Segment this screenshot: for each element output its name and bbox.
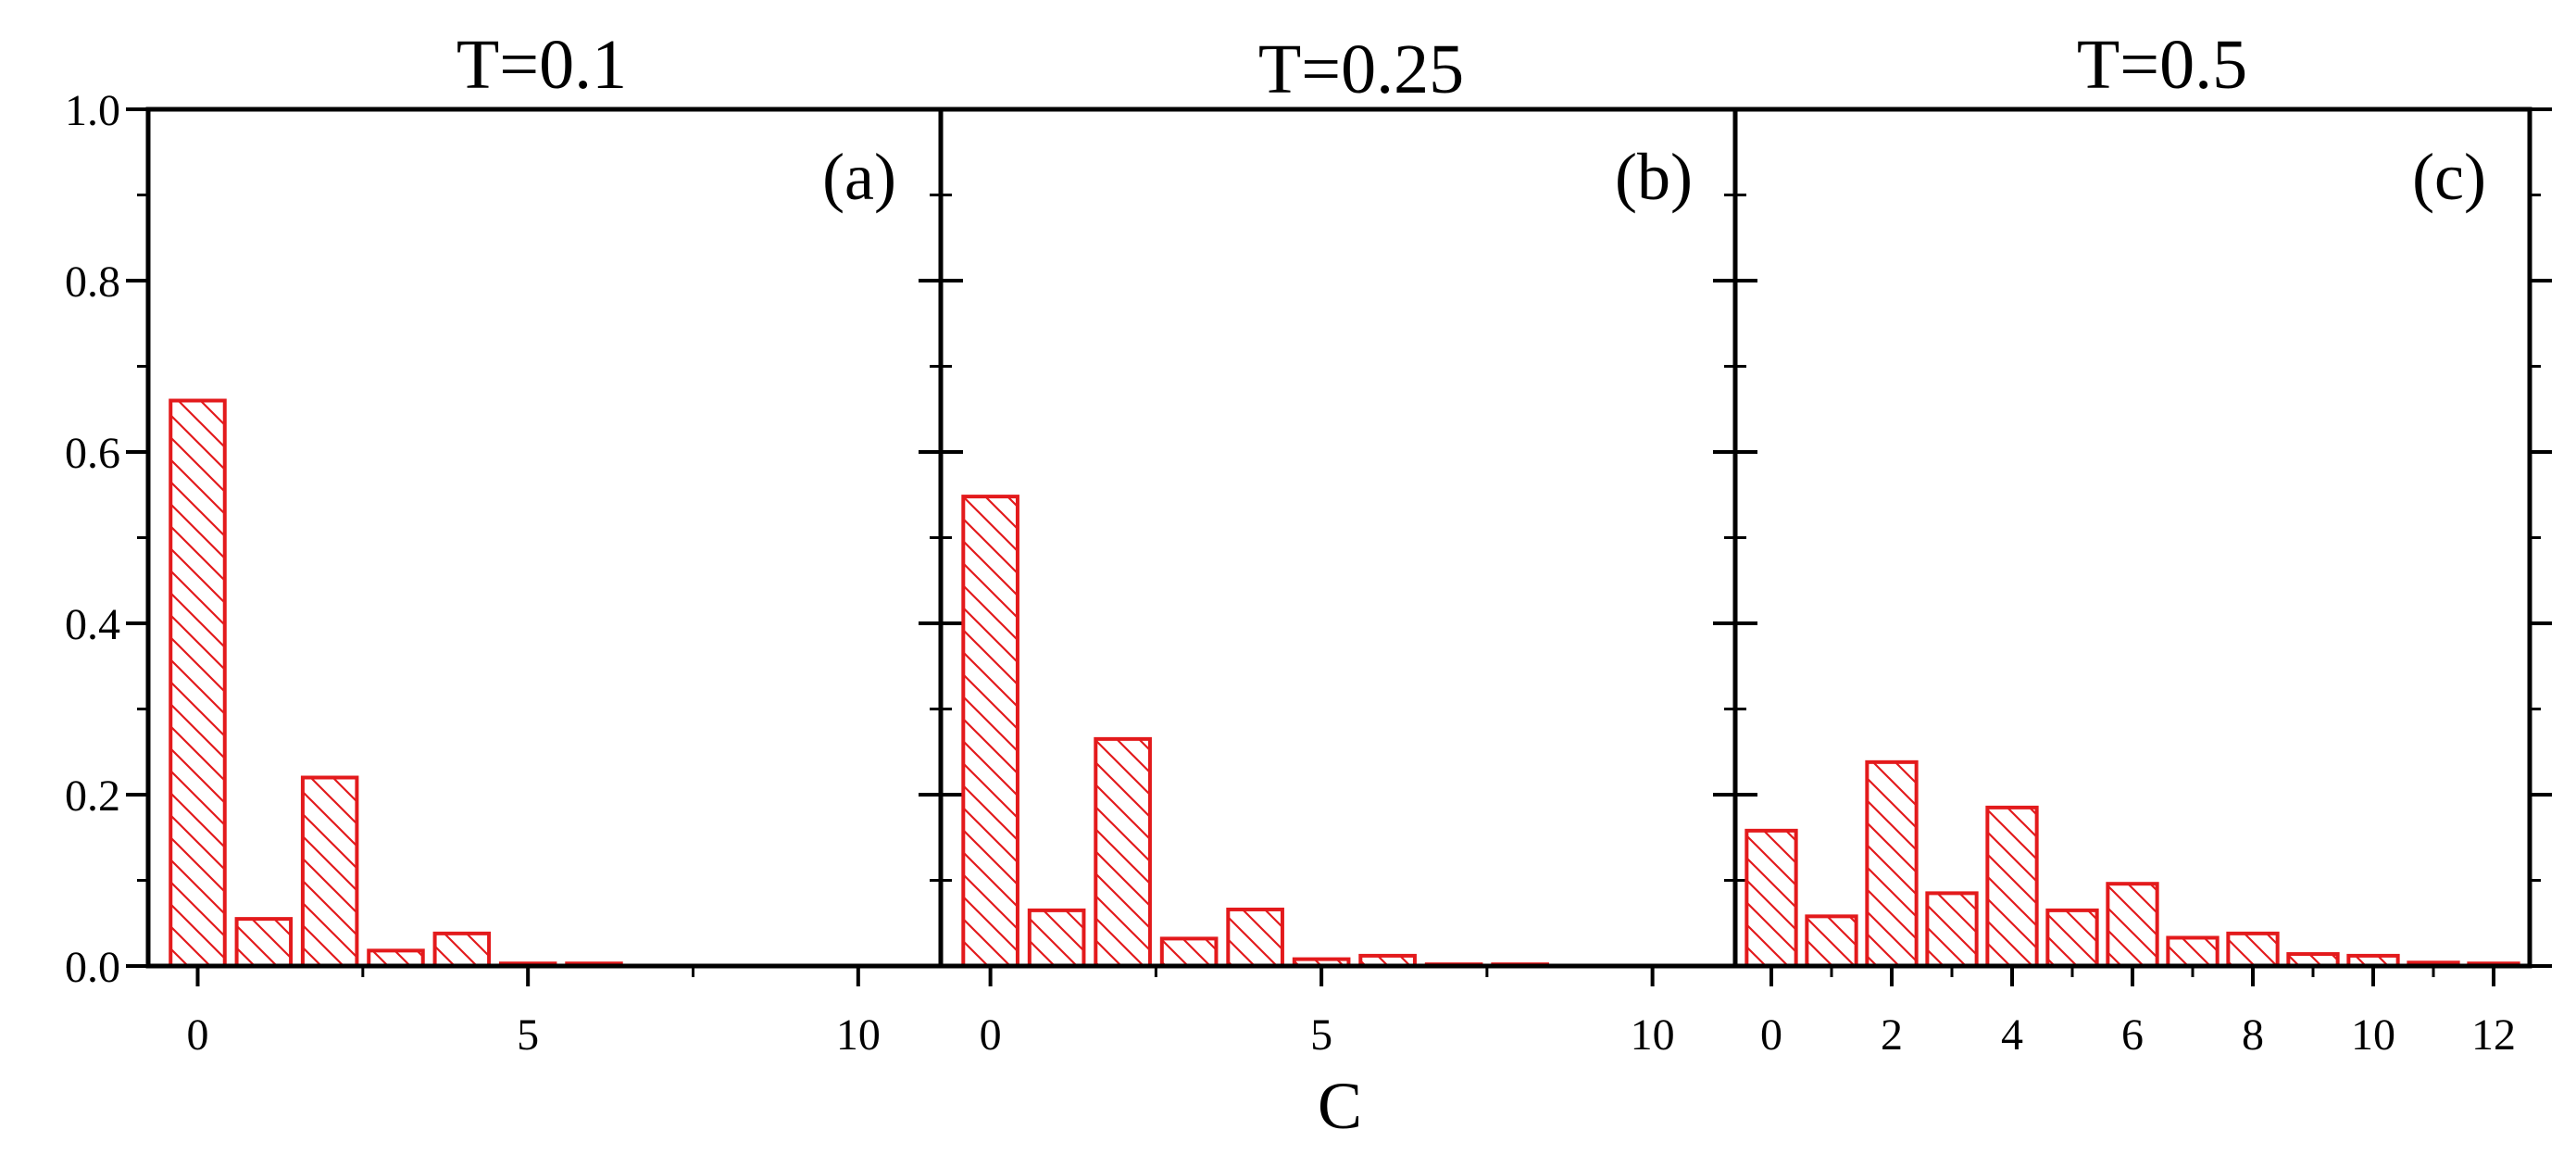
bar-c6 [2106,882,2159,969]
bar-c0 [169,398,227,968]
bar-c4 [432,931,492,968]
panel-c-title: T=0.5 [2077,26,2247,104]
panel-b-bars [961,495,1549,969]
panel-c-tag: (c) [2412,140,2486,214]
bar-c5 [2045,908,2099,968]
x-tick-label: 4 [2001,1010,2023,1060]
x-tick-label: 10 [2351,1010,2395,1060]
bar-c7 [2166,935,2220,968]
panel-a-title: T=0.1 [456,26,627,104]
y-tick-label: 0.8 [65,257,120,307]
panel-a: T=0.1 (a) 0 5 10 [126,26,963,1060]
panel-b-x-ticks: 0 5 10 [980,107,1757,1060]
panel-b-title: T=0.25 [1258,31,1464,108]
panel-a-tag: (a) [822,140,896,214]
bar-c1 [1805,914,1858,968]
x-tick-label: 0 [980,1010,1002,1060]
y-tick-label: 0.0 [65,943,120,992]
panel-c: T=0.5 (c) 0 2 4 6 8 10 12 [1732,26,2552,1060]
bar-c3 [1159,936,1219,969]
x-tick-label: 10 [1631,1010,1675,1060]
y-tick-label: 0.4 [65,600,120,649]
x-tick-label: 5 [517,1010,539,1060]
bar-c1 [234,917,294,968]
y-tick-label: 0.2 [65,772,120,821]
panel-a-bars [169,398,623,968]
shared-y-axis: 0.0 0.2 0.4 0.6 0.8 1.0 [65,86,148,992]
panel-b-tag: (b) [1615,140,1693,214]
x-tick-label: 0 [187,1010,209,1060]
bar-c2 [1094,736,1152,968]
x-tick-label: 2 [1881,1010,1903,1060]
x-tick-label: 8 [2242,1010,2264,1060]
bar-c8 [2226,931,2280,968]
panel-c-frame [1732,107,2532,969]
panel-c-x-ticks: 0 2 4 6 8 10 12 [1760,107,2552,1060]
x-tick-label: 0 [1760,1010,1782,1060]
x-axis-title: C [1318,1069,1362,1143]
y-tick-label: 1.0 [65,86,120,135]
x-tick-label: 6 [2121,1010,2144,1060]
y-tick-label: 0.6 [65,429,120,478]
bar-c2 [1865,759,1919,968]
x-tick-label: 10 [836,1010,881,1060]
bar-c0 [1744,828,1798,968]
bar-c0 [961,495,1019,968]
panel-b-frame [938,107,1738,969]
panel-a-x-ticks: 0 5 10 [126,107,963,1060]
x-tick-label: 12 [2471,1010,2516,1060]
panel-a-frame [145,107,944,969]
panel-b: T=0.25 (b) 0 5 10 [938,31,1757,1060]
bar-c4 [1226,907,1284,969]
bar-c3 [1925,891,1979,968]
x-tick-label: 5 [1310,1010,1332,1060]
panel-c-bars [1744,759,2520,969]
bar-c2 [300,775,359,968]
bar-c4 [1985,805,2039,968]
bar-c1 [1027,908,1086,968]
